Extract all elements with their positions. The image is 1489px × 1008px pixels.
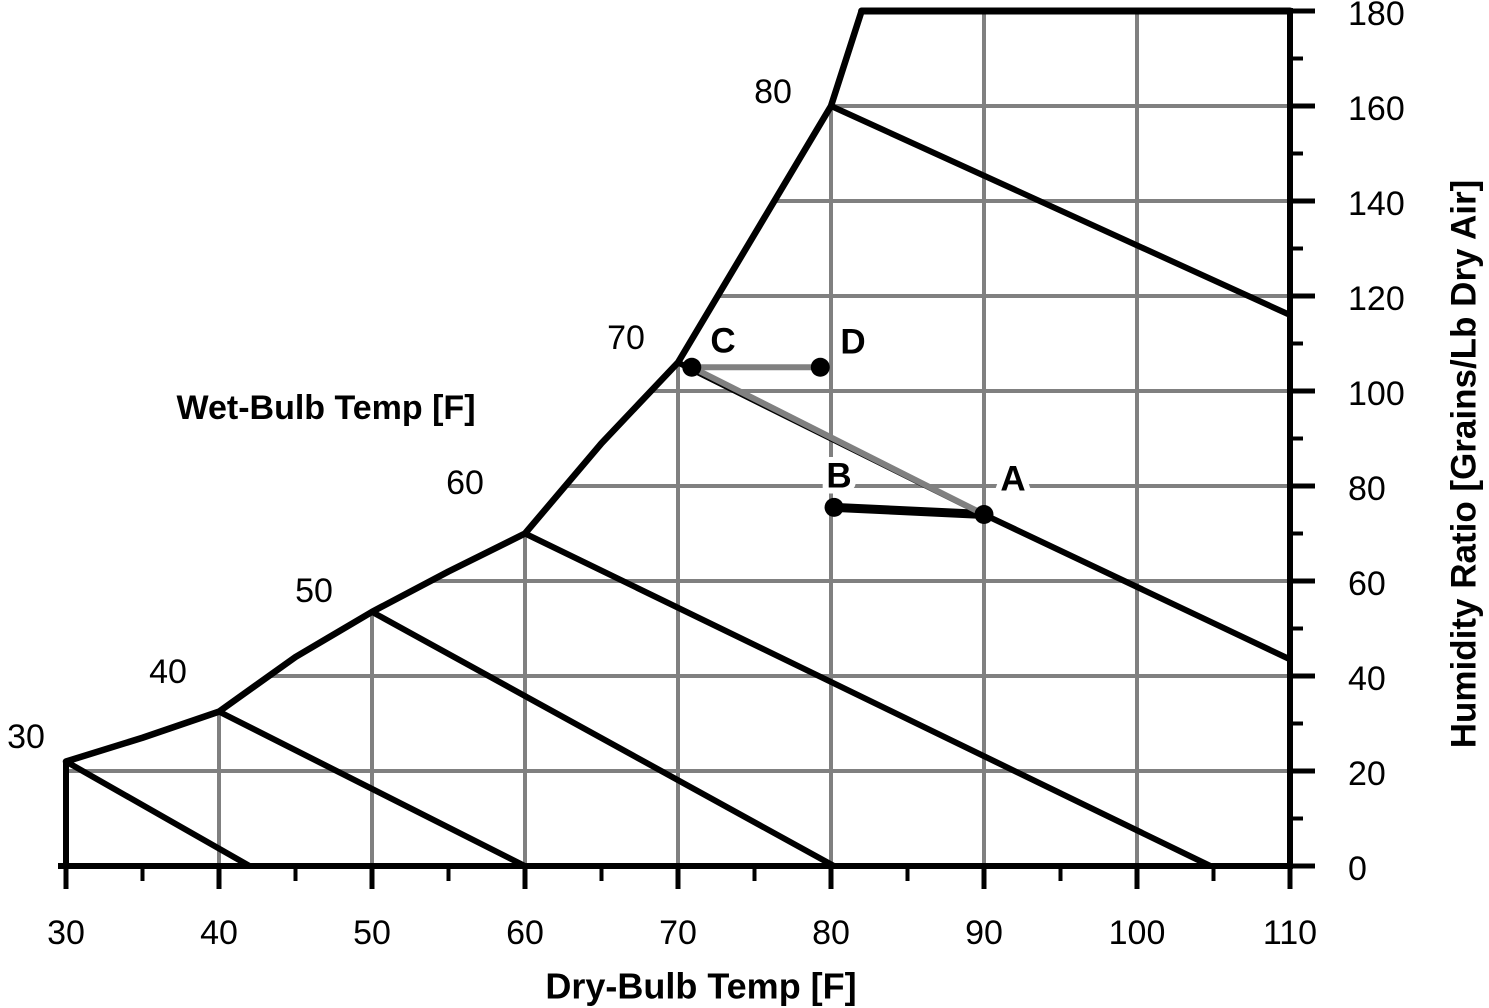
point-label-A: A: [1000, 460, 1025, 499]
text-layer: 30 40 50 60 70 80 90 100 110 0 20 40 60 80 100 120 140 16…: [7, 0, 1483, 1007]
point-label-C: C: [710, 322, 735, 361]
wet-bulb-value-label-60: 60: [446, 464, 484, 502]
y-tick-label-140: 140: [1348, 185, 1405, 223]
wet-bulb-value-label-50: 50: [295, 572, 333, 610]
state-point-A: [974, 505, 994, 524]
x-tick-label-80: 80: [812, 914, 850, 952]
grid-layer: [66, 11, 1290, 866]
boundary-layer: [62, 7, 1294, 869]
y-axis-title: Humidity Ratio [Grains/Lb Dry Air]: [1445, 180, 1484, 748]
point-label-D: D: [840, 323, 865, 362]
x-tick-label-90: 90: [965, 914, 1003, 952]
process-line-CA: [690, 364, 986, 518]
wet-bulb-value-label-30: 30: [7, 718, 45, 756]
wet-bulb-line-80: [828, 103, 1293, 318]
wet-bulb-value-label-70: 70: [607, 319, 645, 357]
wet-bulb-value-label-80: 80: [754, 73, 792, 111]
x-tick-label-70: 70: [659, 914, 697, 952]
y-tick-label-120: 120: [1348, 280, 1405, 318]
x-tick-label-60: 60: [506, 914, 544, 952]
axis-layer: [58, 8, 1315, 889]
y-tick-label-180: 180: [1348, 0, 1405, 33]
x-tick-label-50: 50: [353, 914, 391, 952]
wet-bulb-axis-title: Wet-Bulb Temp [F]: [176, 389, 475, 427]
process-line-BA: [833, 502, 985, 519]
wet-bulb-line-50: [369, 608, 838, 869]
x-tick-label-100: 100: [1109, 914, 1166, 952]
process-layer: [682, 357, 994, 524]
point-label-B: B: [826, 457, 851, 496]
wet-bulb-line-40: [216, 708, 528, 869]
y-tick-label-100: 100: [1348, 375, 1405, 413]
y-tick-label-160: 160: [1348, 90, 1405, 128]
x-tick-label-40: 40: [200, 914, 238, 952]
wet-bulb-value-label-40: 40: [149, 653, 187, 691]
state-point-B: [824, 497, 844, 517]
saturation-curve: [62, 7, 865, 765]
y-tick-label-80: 80: [1348, 470, 1386, 508]
x-tick-label-30: 30: [47, 914, 85, 952]
y-tick-label-40: 40: [1348, 660, 1386, 698]
state-point-D: [810, 357, 830, 377]
state-point-C: [682, 357, 702, 377]
x-axis-title: Dry-Bulb Temp [F]: [545, 966, 856, 1007]
wet-bulb-line-60: [522, 530, 1214, 869]
y-tick-label-0: 0: [1348, 850, 1367, 888]
x-tick-label-110: 110: [1263, 914, 1317, 952]
y-tick-label-20: 20: [1348, 755, 1386, 793]
y-tick-label-60: 60: [1348, 565, 1386, 603]
wet-bulb-line-30: [63, 758, 253, 869]
